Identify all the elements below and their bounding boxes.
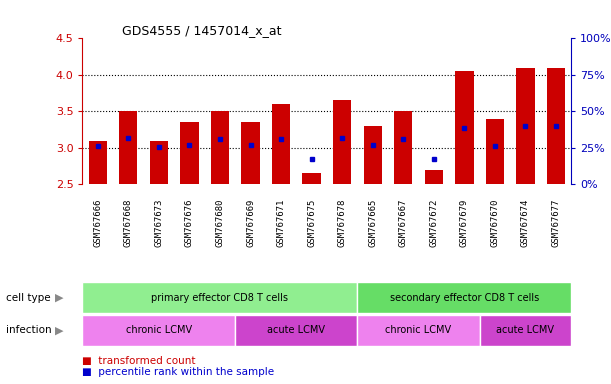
Text: GSM767666: GSM767666 <box>93 199 102 247</box>
Bar <box>357 282 571 313</box>
Text: GSM767675: GSM767675 <box>307 199 316 247</box>
Text: chronic LCMV: chronic LCMV <box>126 325 192 335</box>
Bar <box>235 315 357 346</box>
Text: GSM767672: GSM767672 <box>430 199 438 247</box>
Bar <box>333 101 351 184</box>
Bar <box>364 126 382 184</box>
Text: acute LCMV: acute LCMV <box>497 325 554 335</box>
Text: primary effector CD8 T cells: primary effector CD8 T cells <box>152 293 288 303</box>
Bar <box>394 111 412 184</box>
Bar <box>211 111 229 184</box>
Text: chronic LCMV: chronic LCMV <box>386 325 452 335</box>
Bar <box>455 71 474 184</box>
Text: GSM767667: GSM767667 <box>399 199 408 247</box>
Bar <box>89 141 107 184</box>
Bar <box>486 119 504 184</box>
Text: GSM767679: GSM767679 <box>460 199 469 247</box>
Text: ▶: ▶ <box>55 293 64 303</box>
Bar <box>480 315 571 346</box>
Text: GSM767676: GSM767676 <box>185 199 194 247</box>
Text: GSM767668: GSM767668 <box>124 199 133 247</box>
Text: GSM767670: GSM767670 <box>491 199 499 247</box>
Text: cell type: cell type <box>6 293 51 303</box>
Text: infection: infection <box>6 325 52 335</box>
Bar <box>547 68 565 184</box>
Text: secondary effector CD8 T cells: secondary effector CD8 T cells <box>390 293 539 303</box>
Text: GSM767678: GSM767678 <box>338 199 346 247</box>
Text: GSM767669: GSM767669 <box>246 199 255 247</box>
Bar <box>180 122 199 184</box>
Bar <box>357 315 480 346</box>
Text: GSM767671: GSM767671 <box>277 199 285 247</box>
Bar <box>119 111 137 184</box>
Text: GSM767680: GSM767680 <box>216 199 224 247</box>
Text: GDS4555 / 1457014_x_at: GDS4555 / 1457014_x_at <box>122 24 281 37</box>
Bar <box>82 282 357 313</box>
Text: ■  percentile rank within the sample: ■ percentile rank within the sample <box>82 367 274 377</box>
Bar <box>516 68 535 184</box>
Bar <box>150 141 168 184</box>
Bar <box>82 315 235 346</box>
Text: GSM767674: GSM767674 <box>521 199 530 247</box>
Text: GSM767665: GSM767665 <box>368 199 377 247</box>
Bar <box>425 170 443 184</box>
Text: acute LCMV: acute LCMV <box>268 325 325 335</box>
Bar <box>302 174 321 184</box>
Text: ■  transformed count: ■ transformed count <box>82 356 196 366</box>
Text: GSM767677: GSM767677 <box>552 199 560 247</box>
Text: GSM767673: GSM767673 <box>155 199 163 247</box>
Text: ▶: ▶ <box>55 325 64 335</box>
Bar <box>272 104 290 184</box>
Bar <box>241 122 260 184</box>
